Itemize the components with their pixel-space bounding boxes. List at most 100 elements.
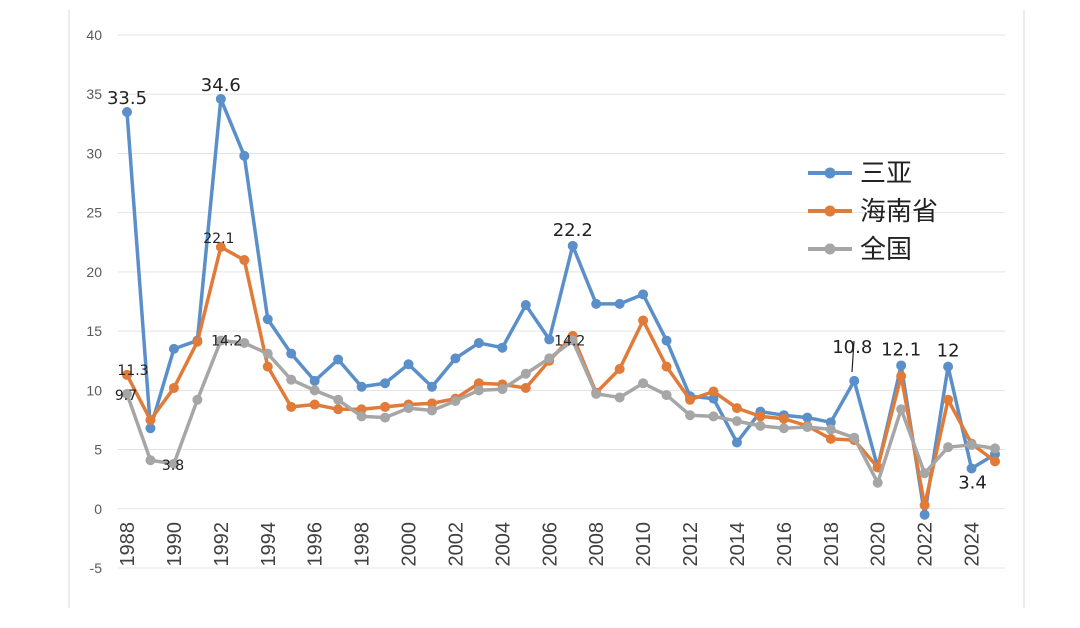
data-label: 10.8 xyxy=(832,337,872,358)
data-point xyxy=(731,403,742,414)
data-point xyxy=(802,422,813,433)
gridlines xyxy=(118,34,1005,569)
data-point xyxy=(614,392,625,403)
data-point xyxy=(168,458,179,469)
data-point xyxy=(215,335,226,346)
data-point xyxy=(403,403,414,414)
data-label: 14.2 xyxy=(554,334,585,350)
data-point xyxy=(403,359,414,370)
data-point xyxy=(943,361,954,372)
data-label: 11.3 xyxy=(117,363,148,379)
x-tick-label: 2016 xyxy=(774,522,796,567)
series-2 xyxy=(122,335,1000,488)
data-point xyxy=(896,371,907,382)
data-point xyxy=(731,437,742,448)
data-point xyxy=(426,398,437,409)
data-point xyxy=(309,399,320,410)
data-point xyxy=(380,401,391,412)
legend-label-2: 全国 xyxy=(860,235,912,265)
data-point xyxy=(356,411,367,422)
data-point xyxy=(708,393,719,404)
data-point xyxy=(544,334,555,345)
data-point xyxy=(896,404,907,415)
data-point xyxy=(614,364,625,375)
data-point xyxy=(966,439,977,450)
data-point xyxy=(239,150,250,161)
x-tick-label: 2002 xyxy=(445,522,467,567)
data-point xyxy=(990,456,1000,467)
data-point xyxy=(661,335,672,346)
data-point xyxy=(755,420,766,431)
data-point xyxy=(544,353,555,364)
data-point xyxy=(708,386,719,397)
data-point xyxy=(286,374,297,385)
data-point xyxy=(919,500,930,511)
y-tick-label: 20 xyxy=(86,264,102,280)
data-point xyxy=(426,405,437,416)
data-point xyxy=(145,414,156,425)
data-label: 34.6 xyxy=(201,75,241,96)
annotation-callout-line xyxy=(851,340,855,373)
data-point xyxy=(239,255,250,266)
data-point xyxy=(731,416,742,427)
legend-marker-2 xyxy=(824,243,836,255)
y-tick-label: 30 xyxy=(86,145,102,161)
data-point xyxy=(380,378,391,389)
data-point xyxy=(755,411,766,422)
x-tick-label: 1990 xyxy=(164,522,186,567)
data-point xyxy=(168,343,179,354)
data-label: 9.7 xyxy=(115,388,137,404)
data-point xyxy=(661,390,672,401)
data-point xyxy=(966,463,977,474)
data-point xyxy=(286,401,297,412)
data-point xyxy=(685,394,696,405)
data-point xyxy=(567,240,578,251)
data-point xyxy=(919,468,930,479)
data-label: 33.5 xyxy=(107,88,147,109)
data-point xyxy=(145,455,156,466)
data-point xyxy=(990,443,1000,454)
data-point xyxy=(825,417,836,428)
legend-marker-1 xyxy=(824,205,836,217)
data-label: 3.8 xyxy=(162,458,184,474)
data-label: 14.2 xyxy=(211,334,242,350)
data-point xyxy=(708,411,719,422)
x-tick-label: 1988 xyxy=(117,522,139,567)
data-point xyxy=(943,394,954,405)
y-tick-label: 0 xyxy=(94,501,102,517)
data-point xyxy=(520,368,531,379)
data-point xyxy=(520,300,531,311)
x-tick-label: 2000 xyxy=(399,522,421,567)
data-point xyxy=(215,93,226,104)
series-line-0 xyxy=(125,97,997,517)
data-label: 22.2 xyxy=(553,220,593,241)
x-tick-label: 2008 xyxy=(586,522,608,567)
data-point xyxy=(168,382,179,393)
data-point xyxy=(122,388,132,399)
data-point xyxy=(591,298,602,309)
x-tick-label: 2020 xyxy=(868,522,890,567)
data-point xyxy=(638,289,649,300)
data-point xyxy=(262,314,273,325)
y-tick-label: 5 xyxy=(94,442,102,458)
data-point xyxy=(638,315,649,326)
x-tick-label: 2014 xyxy=(727,522,749,567)
data-point xyxy=(614,298,625,309)
data-point xyxy=(520,382,531,393)
data-point xyxy=(919,509,930,520)
y-tick-label: 40 xyxy=(86,27,102,43)
data-annotations: 33.5 34.6 22.1 11.3 9.7 3.8 14.2 22.2 14.2 10.8 12… xyxy=(107,75,987,494)
data-point xyxy=(591,388,602,399)
data-point xyxy=(145,423,156,434)
data-point xyxy=(778,413,789,424)
x-tick-label: 2018 xyxy=(821,522,843,567)
data-point xyxy=(778,423,789,434)
data-point xyxy=(872,477,883,488)
y-tick-label: -5 xyxy=(90,560,103,576)
data-point xyxy=(473,378,484,389)
data-point xyxy=(825,433,836,444)
x-tick-label: 1994 xyxy=(258,522,280,567)
